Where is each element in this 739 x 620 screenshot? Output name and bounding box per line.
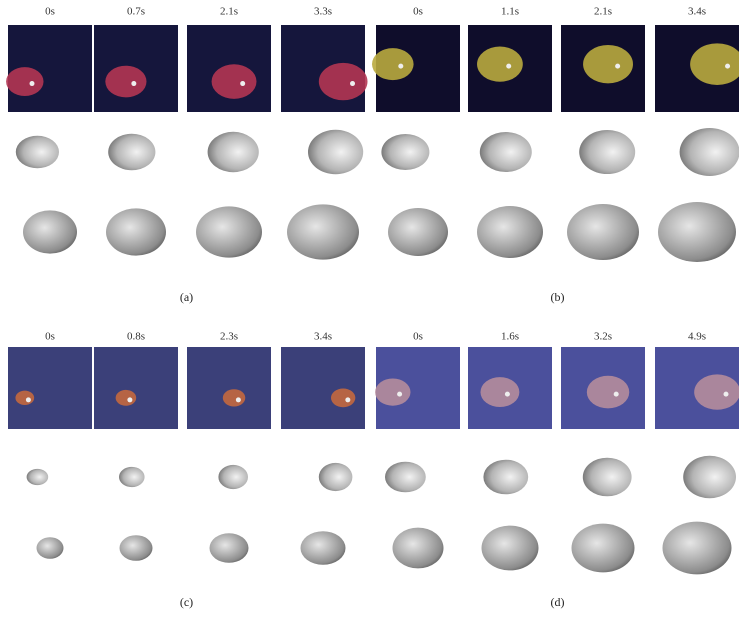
depth-completed bbox=[23, 210, 77, 253]
panel-caption: (a) bbox=[180, 290, 193, 304]
depth-map bbox=[579, 130, 635, 174]
depth-map bbox=[108, 134, 155, 170]
depth-map bbox=[683, 456, 736, 499]
fish bbox=[212, 64, 257, 99]
body: {"panels": [ {"label": "(a)", "times": [… bbox=[0, 0, 739, 615]
depth-map bbox=[208, 132, 259, 172]
time-label: 0s bbox=[45, 6, 55, 18]
fish-eye bbox=[236, 397, 241, 402]
fish-eye bbox=[506, 64, 511, 69]
fish-eye bbox=[240, 81, 245, 86]
fish bbox=[477, 47, 523, 82]
time-label: 0.7s bbox=[127, 6, 145, 18]
depth-map bbox=[218, 465, 248, 489]
page: html, body { margin: 0; padding: 0; back… bbox=[0, 0, 739, 615]
frame-photo bbox=[8, 347, 92, 429]
fish-eye bbox=[397, 392, 402, 397]
depth-map bbox=[119, 467, 145, 487]
depth-completed bbox=[120, 535, 153, 561]
time-label: 4.9s bbox=[688, 331, 706, 343]
time-label: 1.1s bbox=[501, 6, 519, 18]
time-label: 2.1s bbox=[220, 6, 238, 18]
fish bbox=[319, 63, 368, 100]
fish bbox=[480, 377, 519, 407]
frame-photo bbox=[94, 347, 178, 429]
time-label: 2.1s bbox=[594, 6, 612, 18]
depth-completed bbox=[388, 208, 448, 256]
fish-eye bbox=[131, 81, 136, 86]
fish-eye bbox=[30, 81, 35, 86]
fish-eye bbox=[614, 392, 619, 397]
fish-eye bbox=[350, 81, 355, 86]
depth-completed bbox=[393, 528, 444, 569]
fish bbox=[15, 391, 34, 405]
time-label: 0s bbox=[45, 331, 55, 343]
depth-map bbox=[385, 462, 426, 493]
time-label: 0.8s bbox=[127, 331, 145, 343]
fish-eye bbox=[127, 397, 132, 402]
fish-eye bbox=[345, 397, 350, 402]
fish bbox=[375, 379, 410, 406]
depth-completed bbox=[663, 522, 732, 575]
depth-completed bbox=[37, 537, 64, 559]
time-label: 3.3s bbox=[314, 6, 332, 18]
time-label: 0s bbox=[413, 331, 423, 343]
fish-eye bbox=[615, 64, 620, 69]
panel-caption: (b) bbox=[551, 290, 565, 304]
depth-completed bbox=[658, 202, 736, 262]
time-label: 2.3s bbox=[220, 331, 238, 343]
fish bbox=[223, 389, 245, 406]
depth-completed bbox=[482, 526, 539, 571]
depth-completed bbox=[567, 204, 639, 260]
fish bbox=[105, 66, 146, 98]
depth-map bbox=[319, 463, 353, 491]
time-label: 3.4s bbox=[314, 331, 332, 343]
time-label: 3.2s bbox=[594, 331, 612, 343]
fish bbox=[331, 388, 355, 407]
depth-map bbox=[27, 469, 49, 485]
depth-completed bbox=[210, 533, 249, 563]
depth-map bbox=[680, 128, 739, 176]
panel-caption: (d) bbox=[551, 595, 565, 609]
fish bbox=[6, 67, 43, 96]
depth-completed bbox=[106, 208, 166, 255]
fish bbox=[116, 390, 137, 406]
fish-eye bbox=[398, 64, 403, 69]
figure: 0s 0.7s 2.1s 3.3s (a) 0s 1.1s 2.1s 3.4s (b) 0s 0.8s… bbox=[0, 0, 739, 615]
time-label: 3.4s bbox=[688, 6, 706, 18]
fish-eye bbox=[724, 392, 729, 397]
depth-map bbox=[480, 132, 532, 172]
frame-photo bbox=[187, 347, 271, 429]
fish-eye bbox=[26, 397, 31, 402]
depth-map bbox=[483, 460, 528, 495]
fish bbox=[372, 48, 414, 80]
depth-map bbox=[16, 136, 59, 168]
depth-map bbox=[583, 458, 632, 497]
depth-map bbox=[308, 130, 363, 174]
depth-completed bbox=[287, 204, 359, 259]
depth-completed bbox=[477, 206, 543, 258]
frame-photo bbox=[281, 347, 365, 429]
fish-eye bbox=[505, 392, 510, 397]
fish bbox=[587, 376, 629, 409]
time-label: 1.6s bbox=[501, 331, 519, 343]
panel-caption: (c) bbox=[180, 595, 193, 609]
fish-eye bbox=[725, 64, 730, 69]
depth-completed bbox=[572, 524, 635, 573]
fish bbox=[694, 374, 739, 409]
depth-completed bbox=[301, 531, 346, 565]
time-label: 0s bbox=[413, 6, 423, 18]
depth-completed bbox=[196, 206, 262, 257]
fish bbox=[583, 45, 633, 83]
depth-map bbox=[381, 134, 429, 170]
